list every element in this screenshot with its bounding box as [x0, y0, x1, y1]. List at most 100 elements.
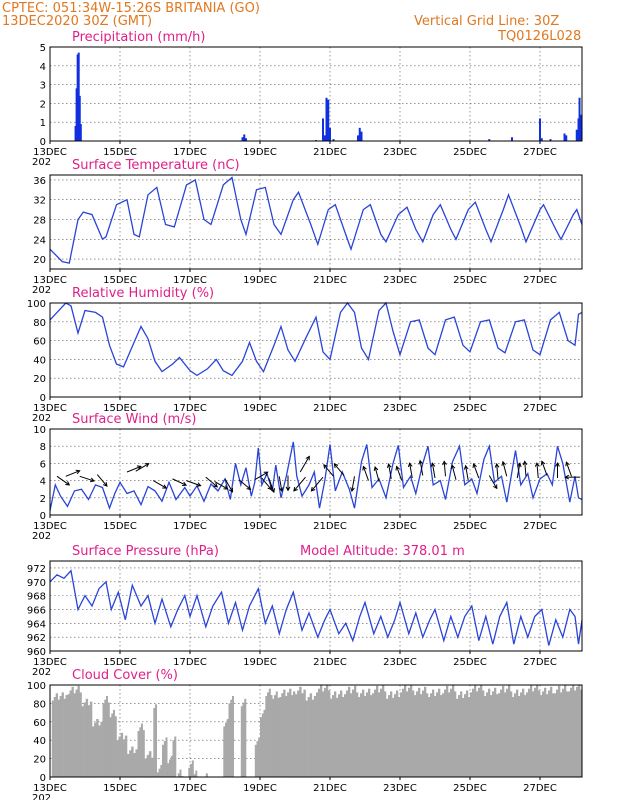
cloud-fill — [122, 739, 126, 777]
cloud-fill — [131, 746, 134, 777]
cloud-fill — [165, 737, 168, 777]
cloud-fill — [538, 690, 541, 777]
cloud-fill — [272, 698, 275, 777]
wind-vector-arrowhead — [472, 462, 477, 468]
wind-ytick: 0 — [40, 511, 46, 522]
cloud-fill — [277, 697, 280, 777]
cloud-fill — [228, 703, 231, 777]
cloud-fill — [518, 696, 521, 777]
cloud-fill — [364, 696, 367, 777]
cloud-title: Cloud Cover (%) — [72, 668, 178, 683]
precip-xtick: 17DEC — [173, 147, 207, 158]
pressure-frame — [49, 560, 583, 652]
cloud-fill — [526, 692, 529, 777]
cloud-fill — [113, 709, 115, 777]
cloud-fill — [172, 740, 175, 777]
cloud-fill — [498, 693, 501, 777]
wind-vector-arrowhead — [65, 481, 71, 486]
precip-bar — [540, 138, 543, 141]
precip-panel: Precipitation (mm/h) 0 1 2 3 4 5 13DEC 15DEC 17DE… — [32, 30, 583, 168]
cloud-fill — [358, 697, 361, 777]
wind-vector-arrow — [541, 461, 548, 476]
cloud-fill — [328, 690, 331, 777]
pressure-series-line — [49, 569, 583, 646]
cloud-fill — [291, 695, 294, 777]
cloud-fill — [566, 691, 569, 777]
cloud-fill — [390, 691, 393, 777]
cloud-fill — [137, 731, 140, 777]
cloud-fill — [133, 753, 136, 777]
cloud-fill — [142, 730, 145, 777]
wind-ytick: 10 — [33, 425, 46, 436]
cloud-fill — [156, 772, 159, 777]
temp-xtick: 21DEC — [313, 275, 347, 286]
cloud-fill — [362, 689, 365, 777]
rh-xtick: 19DEC — [243, 403, 277, 414]
cloud-frame — [49, 684, 583, 778]
wind-vector-arrowhead — [565, 461, 570, 467]
cloud-xtick: 13DEC — [33, 783, 67, 794]
cloud-fill — [160, 765, 163, 777]
wind-vector-arrowhead — [323, 463, 328, 469]
rh-xtick: 15DEC — [103, 403, 137, 414]
cloud-fill — [295, 694, 298, 777]
pressure-xtick: 19DEC — [243, 657, 277, 668]
cloud-fill — [114, 716, 117, 777]
wind-vector-arrowhead — [196, 482, 202, 487]
cloud-fill — [450, 688, 453, 777]
rh-series-line — [49, 301, 583, 377]
cloud-fill — [309, 693, 313, 777]
wind-vector-arrow — [451, 465, 457, 480]
precip-xtick: 13DEC — [33, 147, 67, 158]
cloud-fill — [129, 750, 132, 777]
cloud-fill — [484, 696, 487, 777]
cloud-fill — [285, 696, 288, 777]
cloud-fill — [170, 755, 173, 777]
rh-xtick: 25DEC — [453, 403, 487, 414]
cloud-fill — [268, 688, 271, 777]
cloud-fill — [75, 689, 78, 777]
rh-xtick: 17DEC — [173, 403, 207, 414]
cloud-fill — [297, 690, 300, 777]
wind-vector-arrowhead — [522, 460, 528, 466]
cloud-fill — [226, 719, 229, 777]
cloud-fill — [448, 692, 451, 777]
wind-vector-arrowhead — [395, 465, 400, 471]
wind-vector-arrowhead — [213, 482, 218, 488]
cloud-fill — [502, 685, 505, 777]
cloud-fill — [504, 692, 507, 777]
precip-ytick: 1 — [40, 118, 46, 129]
cloud-fill — [177, 773, 180, 777]
wind-xtick: 13DEC — [33, 521, 67, 532]
rh-title: Relative Humidity (%) — [72, 286, 214, 301]
temp-xtick: 15DEC — [103, 275, 137, 286]
cloud-fill — [51, 700, 55, 777]
cloud-fill — [524, 695, 527, 777]
precip-bar — [323, 135, 326, 141]
header-grid-line: Vertical Grid Line: 30Z — [414, 14, 559, 29]
pressure-ytick: 966 — [27, 605, 46, 616]
cloud-fill — [386, 698, 389, 777]
wind-vector-arrow — [333, 463, 345, 476]
wind-xtick: 17DEC — [173, 521, 207, 532]
precip-frame — [49, 46, 583, 142]
cloud-fill — [528, 688, 531, 777]
wind-vector-arrowhead — [373, 465, 379, 472]
cloud-fill — [578, 685, 581, 777]
cloud-fill — [326, 685, 329, 777]
precip-bar — [241, 137, 244, 141]
temp-series-line — [49, 176, 583, 264]
precip-bar — [243, 134, 246, 141]
cloud-fill — [480, 685, 483, 777]
cloud-fill — [516, 689, 519, 777]
precip-bar — [79, 124, 82, 141]
temp-panel: Surface Temperature (nC) 20 24 28 32 36 13DEC 1… — [32, 158, 583, 296]
wind-vector-arrow — [431, 463, 436, 479]
cloud-fill — [102, 703, 105, 777]
cloud-fill — [478, 687, 481, 777]
wind-xtick: 25DEC — [453, 521, 487, 532]
cloud-fill — [558, 685, 561, 777]
cloud-fill — [77, 685, 80, 777]
wind-vector-arrow — [126, 465, 142, 473]
precip-bar — [322, 118, 324, 141]
